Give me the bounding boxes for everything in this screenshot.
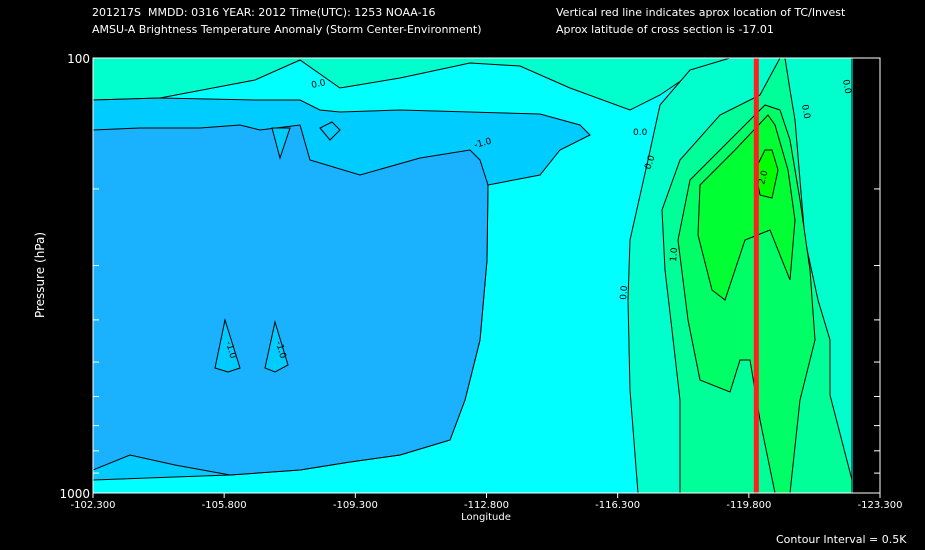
y-tick-label: 1000 (59, 487, 90, 501)
x-tick-label: -119.800 (726, 500, 771, 511)
header-line-storm-id: 201217S MMDD: 0316 YEAR: 2012 Time(UTC):… (92, 6, 436, 19)
header-line-redline-note: Vertical red line indicates aprox locati… (556, 6, 846, 19)
contour-label: -1.0 (473, 137, 493, 151)
contour-label: -1.0 (273, 340, 287, 360)
x-axis-label: Longitude (461, 512, 511, 523)
x-axis: -102.300 -105.800 -109.300 -112.800 -116.300… (71, 493, 903, 511)
contour-label: 0.0 (619, 285, 630, 300)
x-tick-label: -116.300 (595, 500, 640, 511)
contour-label: -1.0 (223, 340, 237, 360)
header-line-product: AMSU-A Brightness Temperature Anomaly (S… (92, 23, 482, 36)
contour-plot-area: 0.0 0.0 0.0 0.0 0.0 0.0 -1.0 -1.0 -1.0 1… (93, 58, 880, 493)
contour-fill-neg15 (93, 124, 489, 476)
x-tick-label: -109.300 (333, 500, 378, 511)
contour-label: 2.0 (757, 169, 770, 186)
x-tick-label: -105.800 (202, 500, 247, 511)
contour-label: 0.0 (840, 79, 852, 95)
contour-label: 0.0 (633, 128, 648, 138)
contour-pocket-3 (214, 318, 241, 373)
y-tick-label: 100 (67, 52, 90, 66)
x-tick-label: -123.300 (858, 500, 903, 511)
contour-label: 1.0 (669, 247, 680, 262)
contour-pocket-4 (264, 320, 289, 373)
contour-label: 0.0 (643, 154, 657, 171)
contour-label: 0.0 (311, 78, 327, 91)
header-line-latitude: Aprox latitude of cross section is -17.0… (556, 23, 774, 36)
y-axis-label: Pressure (hPa) (33, 232, 47, 318)
y-axis: 100 1000 (59, 52, 880, 501)
contour-pocket-2 (319, 121, 341, 141)
contour-interval-note: Contour Interval = 0.5K (776, 533, 907, 546)
no-data-region (852, 58, 880, 493)
x-tick-label: -112.800 (464, 500, 509, 511)
contour-pocket-1 (271, 127, 291, 160)
x-tick-label: -102.300 (71, 500, 116, 511)
contour-label: 0.0 (799, 104, 811, 120)
